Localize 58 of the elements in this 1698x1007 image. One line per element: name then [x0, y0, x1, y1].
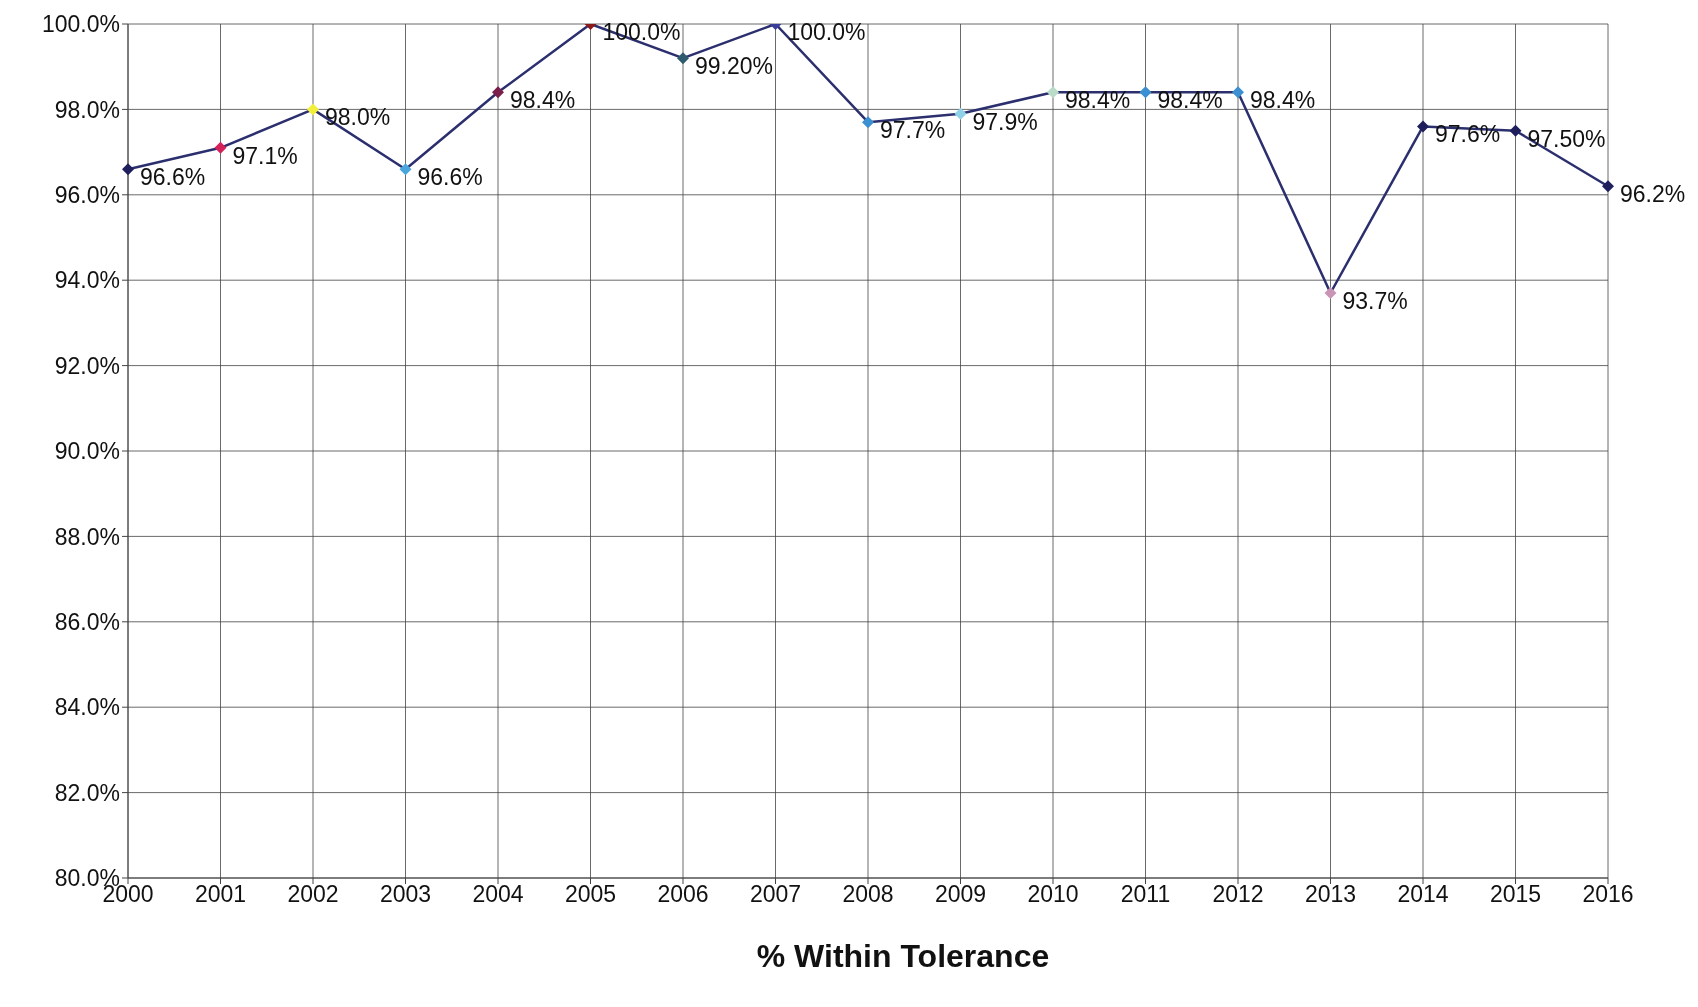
point: [1139, 86, 1152, 99]
y-tick-label: 84.0%: [54, 694, 120, 721]
point: [1509, 124, 1522, 137]
point: [1602, 180, 1614, 193]
data-label: 98.4%: [1157, 87, 1223, 114]
x-tick-label: 2015: [1489, 881, 1542, 908]
data-label: 98.4%: [1250, 87, 1316, 114]
data-label: 99.20%: [695, 53, 774, 80]
x-tick-label: 2006: [657, 881, 709, 908]
y-tick-label: 98.0%: [54, 96, 120, 123]
x-tick-label: 2014: [1397, 881, 1449, 908]
data-label: 97.6%: [1435, 121, 1501, 148]
data-label: 98.4%: [1065, 87, 1131, 114]
y-tick-label: 100.0%: [41, 11, 120, 38]
y-tick-label: 90.0%: [54, 438, 120, 465]
data-label: 98.0%: [325, 104, 391, 131]
x-tick-label: 2016: [1582, 881, 1634, 908]
x-tick-label: 2007: [749, 881, 802, 908]
point: [954, 107, 967, 120]
point: [492, 86, 504, 99]
data-label: 97.1%: [232, 142, 298, 169]
point: [862, 116, 874, 129]
data-label: 98.4%: [510, 87, 576, 114]
data-label: 93.7%: [1342, 288, 1408, 315]
x-tick-label: 2004: [472, 881, 524, 908]
point: [1417, 120, 1429, 133]
x-tick-label: 2001: [194, 881, 247, 908]
x-tick-label: 2003: [379, 881, 432, 908]
y-tick-label: 82.0%: [54, 779, 120, 806]
data-label: 96.6%: [140, 164, 206, 191]
point: [1232, 86, 1244, 99]
x-tick-label: 2013: [1304, 881, 1357, 908]
y-tick-label: 92.0%: [54, 352, 120, 379]
x-tick-label: 2008: [842, 881, 894, 908]
data-label: 96.6%: [417, 164, 483, 191]
x-tick-label: 2009: [934, 881, 987, 908]
x-tick-label: 2011: [1120, 881, 1171, 908]
x-axis-title: % Within Tolerance: [755, 938, 1051, 975]
y-tick-label: 96.0%: [54, 181, 120, 208]
data-label: 96.2%: [1620, 181, 1686, 208]
data-label: 97.9%: [972, 108, 1038, 135]
data-label: 100.0%: [787, 19, 866, 45]
point: [307, 103, 319, 116]
x-tick-label: 2012: [1212, 881, 1264, 908]
data-label: 97.7%: [880, 117, 946, 144]
data-label: 97.50%: [1527, 125, 1606, 152]
point: [399, 163, 412, 176]
x-tick-label: 2005: [564, 881, 617, 908]
y-tick-label: 94.0%: [54, 267, 120, 294]
point: [214, 141, 227, 154]
x-tick-label: 2002: [287, 881, 339, 908]
point: [1324, 287, 1337, 300]
point: [677, 52, 689, 65]
x-tick-label: 2010: [1027, 881, 1079, 908]
y-tick-label: 86.0%: [54, 608, 120, 635]
y-tick-label: 88.0%: [54, 523, 120, 550]
point: [122, 163, 134, 176]
point: [1047, 86, 1059, 99]
